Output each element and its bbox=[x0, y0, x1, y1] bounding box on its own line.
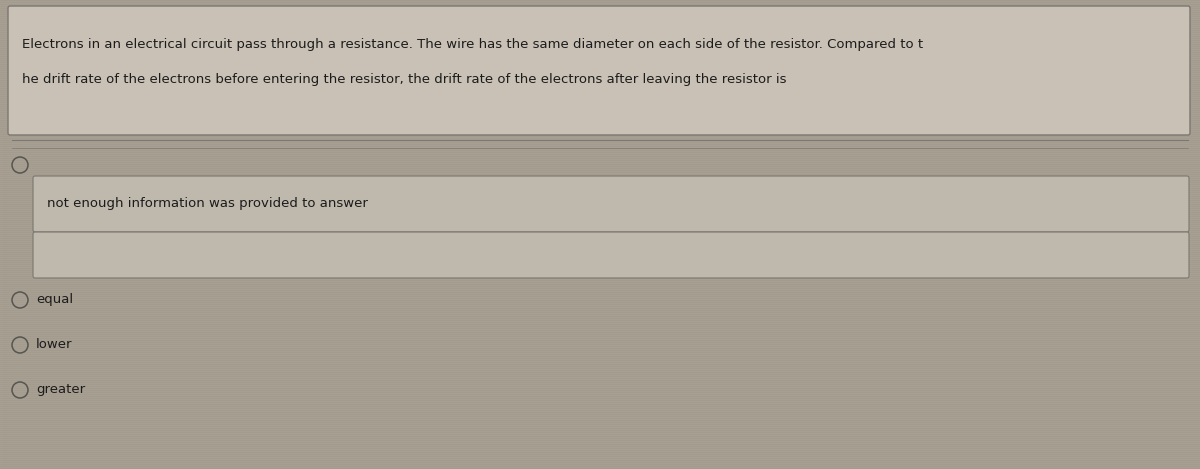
Text: Electrons in an electrical circuit pass through a resistance. The wire has the s: Electrons in an electrical circuit pass … bbox=[22, 38, 923, 51]
Text: greater: greater bbox=[36, 384, 85, 396]
Text: not enough information was provided to answer: not enough information was provided to a… bbox=[47, 197, 368, 211]
FancyBboxPatch shape bbox=[34, 232, 1189, 278]
FancyBboxPatch shape bbox=[8, 6, 1190, 135]
Text: he drift rate of the electrons before entering the resistor, the drift rate of t: he drift rate of the electrons before en… bbox=[22, 73, 786, 86]
FancyBboxPatch shape bbox=[34, 176, 1189, 232]
Text: lower: lower bbox=[36, 339, 72, 351]
Text: equal: equal bbox=[36, 294, 73, 307]
